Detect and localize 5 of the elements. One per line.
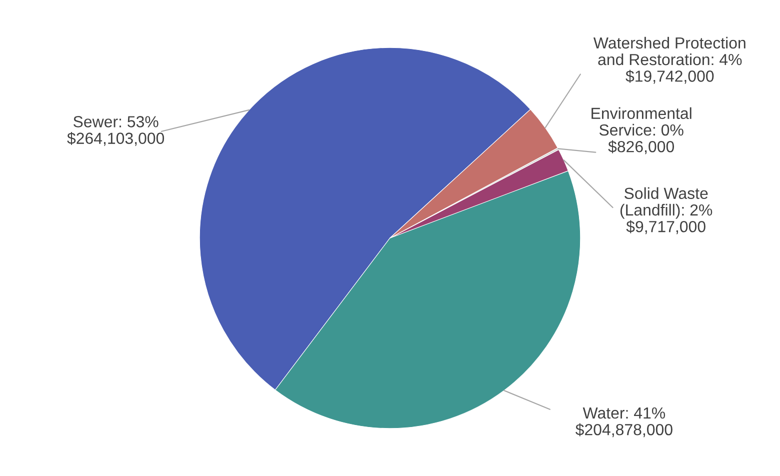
slice-label: Watershed Protection and Restoration: 4% $19,742,000 — [593, 36, 746, 84]
slice-label: Solid Waste (Landfill): 2% $9,717,000 — [620, 187, 712, 234]
slice-label: Environmental Service: 0% $826,000 — [592, 107, 692, 154]
slice-label: Sewer: 53% $264,103,000 — [67, 116, 164, 146]
slice-label: Water: 41% $204,878,000 — [576, 407, 672, 438]
